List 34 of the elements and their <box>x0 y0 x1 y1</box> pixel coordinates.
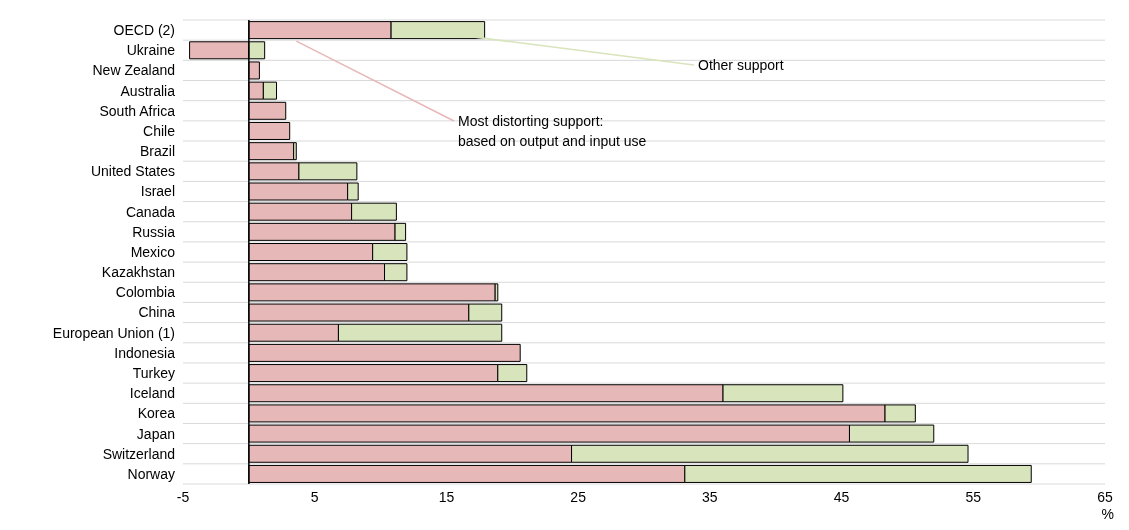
y-tick-label: Canada <box>125 203 176 220</box>
y-tick-label: Indonesia <box>114 344 176 361</box>
y-tick-label: Norway <box>127 465 175 482</box>
y-tick-label: Switzerland <box>102 445 175 462</box>
y-tick-label: Australia <box>120 82 176 99</box>
y-tick-label: Brazil <box>139 143 175 160</box>
y-tick-label: Mexico <box>130 243 176 260</box>
text: Most distorting support: based on output and input use <box>458 113 647 149</box>
y-tick-label: Korea <box>137 405 176 422</box>
y-tick-label: Colombia <box>115 284 176 301</box>
y-tick-label: Ukraine <box>126 42 176 59</box>
y-tick-label: OECD (2) <box>113 22 175 39</box>
y-tick-label: Russia <box>132 223 176 240</box>
y-tick-label: Israel <box>140 183 175 200</box>
y-tick-label: Chile <box>143 122 176 139</box>
y-tick-label: Kazakhstan <box>101 264 175 281</box>
y-tick-label: New Zealand <box>92 62 175 79</box>
x-tick-label: 65 <box>1097 488 1113 505</box>
text: Other support <box>698 57 784 73</box>
x-tick-label: 15 <box>438 488 455 505</box>
x-tick-label: 5 <box>310 488 319 505</box>
x-tick-label: 35 <box>702 488 718 505</box>
x-tick-label: 45 <box>833 488 850 505</box>
y-tick-label: Japan <box>136 425 175 442</box>
y-tick-label: Turkey <box>132 365 175 382</box>
y-tick-label: South Africa <box>99 102 176 119</box>
x-tick-label: 55 <box>965 488 982 505</box>
x-axis-title: % <box>1101 506 1114 522</box>
x-tick-label: -5 <box>176 488 190 505</box>
y-tick-label: European Union (1) <box>52 324 175 341</box>
y-tick-label: United States <box>90 163 175 180</box>
x-tick-label: 25 <box>570 488 587 505</box>
y-tick-label: Iceland <box>129 385 175 402</box>
y-tick-label: China <box>138 304 176 321</box>
